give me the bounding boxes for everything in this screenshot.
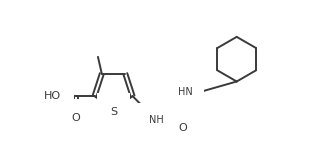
Text: HN: HN xyxy=(178,87,193,97)
Text: O: O xyxy=(72,113,81,123)
Text: HO: HO xyxy=(44,91,61,101)
Text: S: S xyxy=(110,106,117,117)
Text: NH: NH xyxy=(149,115,163,125)
Text: O: O xyxy=(178,123,187,133)
